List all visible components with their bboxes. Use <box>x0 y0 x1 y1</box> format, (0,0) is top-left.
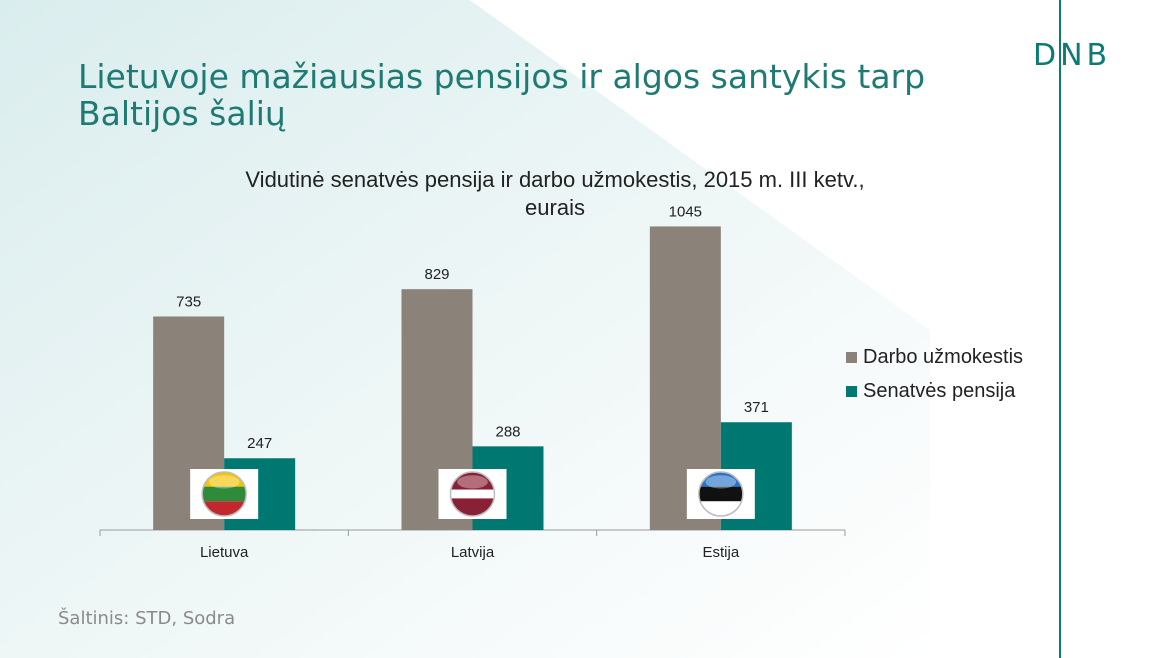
x-tick-label-estija: Estija <box>702 544 739 561</box>
slide-title: Lietuvoje mažiausias pensijos ir algos s… <box>78 58 998 132</box>
lithuania-flag-icon <box>190 469 259 519</box>
legend-label-salary: Darbo užmokestis <box>863 345 1024 368</box>
data-label-salary-estija: 1045 <box>669 203 702 220</box>
dnb-logo: DNB <box>1033 38 1112 73</box>
x-tick-label-lietuva: Lietuva <box>200 544 249 561</box>
data-label-salary-latvija: 829 <box>424 266 449 283</box>
estonia-flag-icon <box>686 469 755 519</box>
legend-swatch-pension <box>846 385 857 397</box>
chart-title-line-1: Vidutinė senatvės pensija ir darbo užmok… <box>245 167 865 192</box>
slide-title-line-1: Lietuvoje mažiausias pensijos ir algos s… <box>78 57 926 96</box>
chart-title: Vidutinė senatvės pensija ir darbo užmok… <box>150 166 960 222</box>
slide-title-line-2: Baltijos šalių <box>78 94 286 133</box>
data-label-pension-lietuva: 247 <box>247 435 272 452</box>
data-label-salary-lietuva: 735 <box>176 293 201 310</box>
legend-label-pension: Senatvės pensija <box>863 379 1016 402</box>
legend-item-salary: Darbo užmokestis <box>846 340 1023 374</box>
legend-swatch-salary <box>846 351 857 363</box>
brand-divider-line <box>1059 0 1061 658</box>
data-label-pension-latvija: 288 <box>495 423 520 440</box>
legend-item-pension: Senatvės pensija <box>846 374 1023 408</box>
data-label-pension-estija: 371 <box>744 399 769 416</box>
latvia-flag-icon <box>438 469 507 519</box>
x-tick-label-latvija: Latvija <box>451 544 495 561</box>
chart-legend: Darbo užmokestis Senatvės pensija <box>846 340 1023 408</box>
chart-title-line-2: eurais <box>525 195 585 220</box>
source-note: Šaltinis: STD, Sodra <box>58 608 236 629</box>
